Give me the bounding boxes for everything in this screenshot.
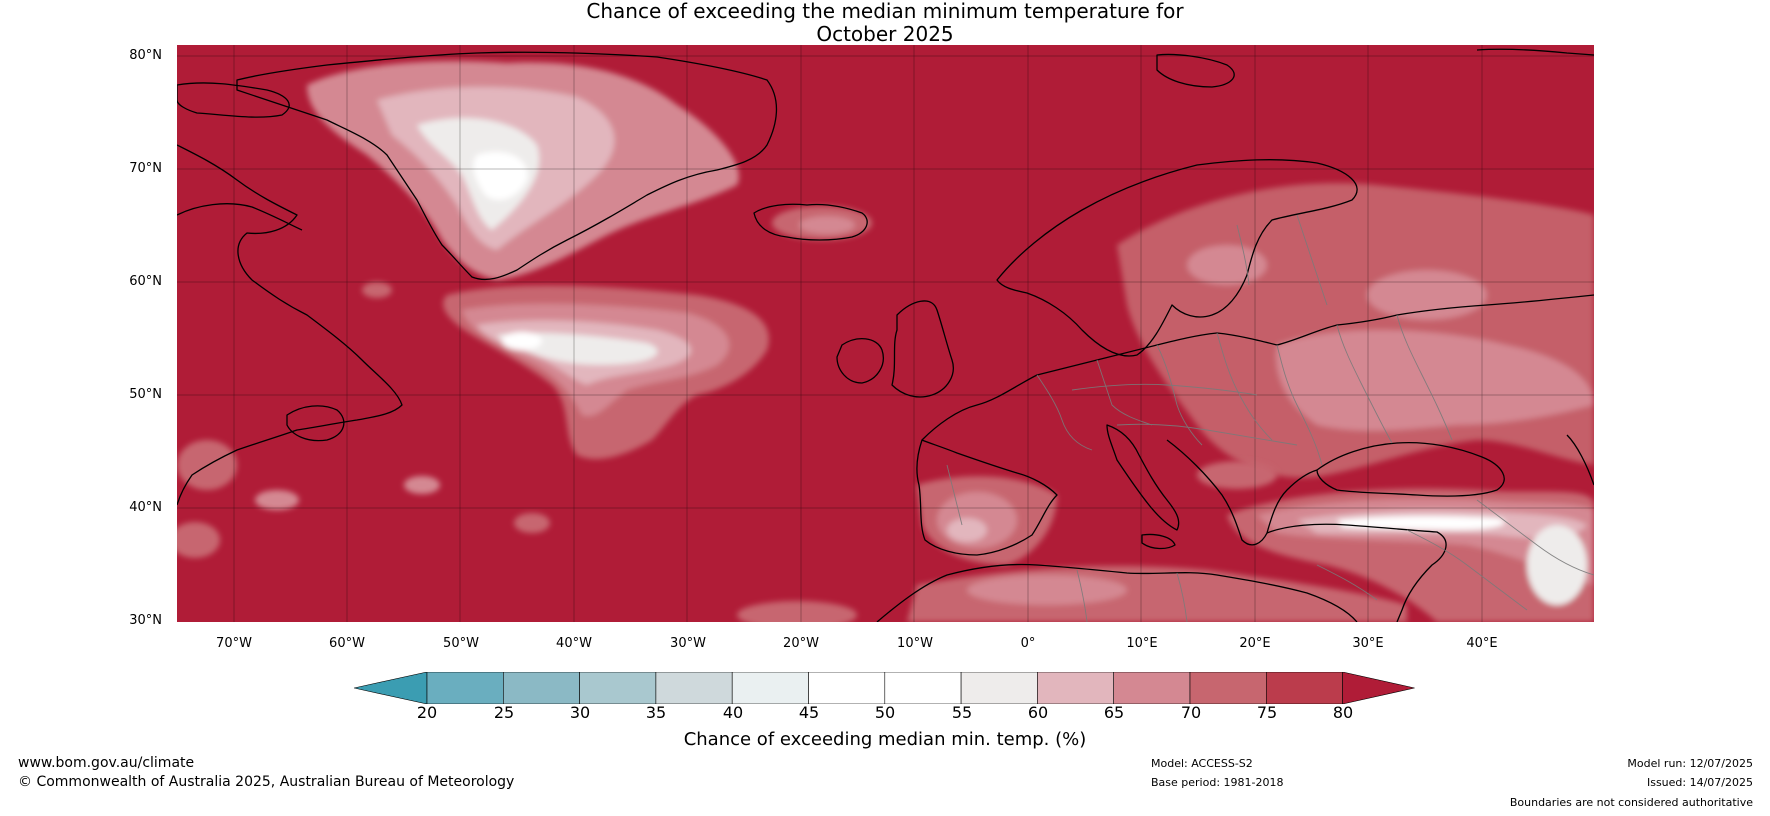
lat-label-30n: 30°N — [129, 613, 162, 628]
iberia-anomaly — [907, 461, 1407, 622]
footer-model-run: Model run: 12/07/2025 — [1627, 757, 1753, 770]
footer-copyright: © Commonwealth of Australia 2025, Austra… — [18, 774, 515, 790]
colorbar-segment-40-45 — [731, 672, 809, 704]
colorbar-tick-45: 45 — [798, 703, 820, 722]
lon-label-30e: 30°E — [1352, 636, 1384, 651]
colorbar-segment-45-50 — [808, 672, 886, 704]
colorbar-segment-70-75 — [1189, 672, 1267, 704]
balkans-coast — [1166, 439, 1318, 546]
north-africa-coast — [876, 563, 1358, 622]
gridlines — [177, 45, 1594, 622]
lon-label-40e: 40°E — [1466, 636, 1498, 651]
colorbar-segment-35-40 — [655, 672, 733, 704]
lon-label-0: 0° — [1020, 636, 1036, 651]
iceland-anomaly — [772, 206, 872, 240]
europe-coast — [921, 294, 1594, 441]
lat-label-40n: 40°N — [129, 500, 162, 515]
footer-base-period: Base period: 1981-2018 — [1151, 776, 1284, 789]
lat-label-60n: 60°N — [129, 274, 162, 289]
map-title: Chance of exceeding the median minimum t… — [0, 0, 1770, 46]
colorbar-arrow-high — [1342, 672, 1415, 704]
sicily-coast — [1141, 533, 1176, 550]
canada-archipelago — [177, 82, 290, 118]
svalbard-coast — [1156, 53, 1235, 88]
footer-website: www.bom.gov.au/climate — [18, 755, 195, 771]
colorbar-segment-60-65 — [1037, 672, 1115, 704]
scandinavia-coast — [996, 159, 1358, 357]
colorbar-tick-60: 60 — [1027, 703, 1049, 722]
iceland-coast — [753, 203, 868, 241]
north-america-coast — [177, 144, 403, 506]
lat-label-80n: 80°N — [129, 48, 162, 63]
great-britain-coast — [891, 300, 954, 398]
novaya-zemlya-coast — [1476, 48, 1594, 56]
greenland-anomaly — [307, 61, 739, 280]
newfoundland-coast — [286, 405, 345, 442]
ireland-coast — [836, 338, 884, 384]
colorbar-segment-25-30 — [503, 672, 580, 704]
europe-anomaly — [1117, 183, 1594, 478]
colorbar-segment-65-70 — [1113, 672, 1191, 704]
colorbar-tick-50: 50 — [874, 703, 896, 722]
colorbar-segment-75-80 — [1265, 672, 1343, 704]
black-sea-coast — [1316, 441, 1505, 497]
colorbar-label: Chance of exceeding median min. temp. (%… — [683, 729, 1087, 750]
colorbar-tick-25: 25 — [493, 703, 515, 722]
lon-label-50w: 50°W — [443, 636, 479, 651]
lon-label-10w: 10°W — [897, 636, 933, 651]
lon-label-30w: 30°W — [670, 636, 706, 651]
colorbar-segment-30-35 — [579, 672, 657, 704]
colorbar-segments — [354, 672, 1415, 704]
colorbar-arrow-low — [354, 672, 428, 704]
lon-label-70w: 70°W — [216, 636, 252, 651]
title-line-2: October 2025 — [816, 22, 954, 46]
colorbar-tick-75: 75 — [1256, 703, 1278, 722]
footer-issued: Issued: 14/07/2025 — [1646, 776, 1753, 789]
lon-label-60w: 60°W — [329, 636, 365, 651]
footer-disclaimer: Boundaries are not considered authoritat… — [1509, 796, 1753, 809]
colorbar-segment-20-25 — [426, 672, 504, 704]
probability-map — [177, 45, 1594, 622]
turkey-coast — [1266, 523, 1447, 622]
colorbar-tick-55: 55 — [951, 703, 973, 722]
colorbar-tick-40: 40 — [722, 703, 744, 722]
country-borders — [946, 214, 1594, 622]
iberia-coast — [916, 439, 1058, 556]
colorbar-segment-50-55 — [884, 672, 962, 704]
lon-label-10e: 10°E — [1126, 636, 1158, 651]
lat-label-50n: 50°N — [129, 387, 162, 402]
greenland-coast — [236, 51, 778, 281]
lon-label-20e: 20°E — [1239, 636, 1271, 651]
colorbar-tick-35: 35 — [645, 703, 667, 722]
coastlines — [177, 48, 1594, 622]
italy-coast — [1106, 424, 1180, 531]
canada-north-coast — [177, 203, 303, 231]
colorbar-tick-80: 80 — [1332, 703, 1354, 722]
colorbar-segment-55-60 — [960, 672, 1038, 704]
colorbar — [354, 672, 1415, 704]
colorbar-tick-70: 70 — [1180, 703, 1202, 722]
atlantic-anomaly — [443, 285, 769, 460]
colorbar-tick-30: 30 — [569, 703, 591, 722]
lon-label-40w: 40°W — [556, 636, 592, 651]
turkey-anomaly — [1227, 488, 1594, 622]
colorbar-tick-20: 20 — [416, 703, 438, 722]
title-line-1: Chance of exceeding the median minimum t… — [586, 0, 1184, 23]
lat-label-70n: 70°N — [129, 161, 162, 176]
lon-label-20w: 20°W — [783, 636, 819, 651]
colorbar-tick-65: 65 — [1103, 703, 1125, 722]
footer-model: Model: ACCESS-S2 — [1151, 757, 1253, 770]
caspian-coast — [1566, 434, 1594, 486]
